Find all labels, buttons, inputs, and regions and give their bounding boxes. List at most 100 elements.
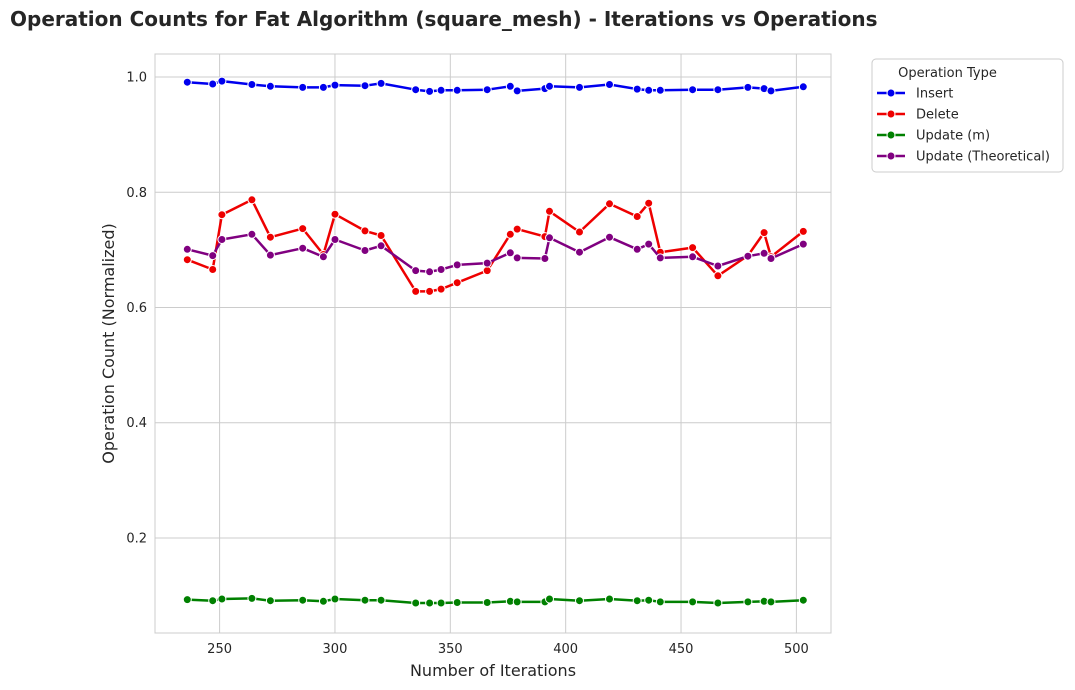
- series-layer: [182, 76, 808, 608]
- x-tick-label: 250: [207, 642, 232, 657]
- data-point: [376, 231, 386, 240]
- data-point: [318, 596, 328, 606]
- data-point: [644, 85, 654, 95]
- y-axis-label: Operation Count (Normalized): [99, 223, 118, 464]
- data-point: [360, 81, 370, 91]
- data-point: [798, 595, 808, 605]
- data-point: [644, 239, 654, 249]
- data-point: [545, 233, 554, 243]
- data-point: [766, 86, 776, 96]
- data-point: [217, 594, 227, 604]
- y-tick-label: 0.6: [126, 301, 147, 316]
- data-point: [376, 78, 386, 88]
- data-point: [743, 597, 753, 607]
- data-point: [644, 595, 654, 605]
- data-point: [436, 85, 446, 95]
- data-point: [759, 248, 769, 258]
- data-point: [743, 82, 753, 92]
- data-point: [743, 251, 753, 261]
- data-point: [575, 227, 584, 237]
- series-1: [182, 195, 808, 296]
- data-point: [632, 84, 642, 94]
- x-axis-ticks: 250 300 350 400 450 500: [207, 642, 809, 657]
- data-point: [330, 235, 340, 244]
- plot-frame: [154, 53, 832, 634]
- data-point: [512, 224, 522, 234]
- data-point: [655, 597, 665, 607]
- data-point: [217, 76, 227, 86]
- data-point: [512, 86, 522, 96]
- data-point: [425, 267, 435, 277]
- x-tick-label: 350: [438, 642, 463, 657]
- data-point: [452, 278, 462, 288]
- data-point: [713, 85, 723, 95]
- data-point: [425, 286, 435, 296]
- data-point: [182, 244, 192, 254]
- data-point: [411, 598, 421, 608]
- data-point: [688, 252, 698, 262]
- legend-label: Insert: [916, 87, 953, 102]
- data-point: [182, 255, 192, 265]
- data-point: [545, 594, 554, 604]
- data-point: [605, 594, 614, 604]
- data-point: [688, 243, 698, 253]
- data-point: [376, 241, 386, 251]
- legend-label: Delete: [916, 108, 959, 123]
- data-point: [182, 595, 192, 605]
- data-point: [759, 228, 769, 238]
- data-point: [512, 253, 522, 263]
- data-point: [512, 597, 522, 607]
- data-point: [411, 85, 421, 95]
- data-point: [217, 210, 227, 220]
- x-tick-label: 300: [323, 642, 348, 657]
- data-point: [208, 251, 218, 261]
- data-point: [265, 250, 275, 260]
- series-2: [182, 593, 808, 608]
- x-tick-label: 400: [553, 642, 578, 657]
- data-point: [298, 224, 308, 234]
- data-point: [436, 284, 446, 294]
- data-point: [713, 261, 723, 271]
- data-point: [688, 597, 698, 607]
- data-point: [540, 254, 550, 263]
- data-point: [247, 195, 257, 205]
- data-point: [330, 594, 340, 604]
- legend-label: Update (m): [916, 129, 990, 144]
- data-point: [545, 81, 554, 91]
- legend-label: Update (Theoretical): [916, 150, 1050, 165]
- data-point: [482, 266, 492, 276]
- data-point: [482, 85, 492, 95]
- legend-marker: [886, 109, 896, 119]
- data-point: [452, 598, 462, 607]
- y-tick-label: 0.8: [126, 186, 147, 201]
- data-point: [330, 209, 340, 219]
- data-point: [425, 86, 435, 96]
- data-point: [298, 595, 308, 605]
- data-point: [655, 85, 665, 95]
- legend: Operation Type Insert Delete Update (m) Upd…: [871, 58, 1064, 173]
- data-point: [505, 81, 515, 91]
- data-point: [575, 596, 584, 606]
- y-tick-label: 1.0: [126, 71, 147, 86]
- data-point: [655, 253, 665, 263]
- data-point: [575, 82, 584, 92]
- data-point: [452, 260, 462, 270]
- data-point: [798, 226, 808, 236]
- data-point: [298, 243, 308, 253]
- data-point: [318, 82, 328, 92]
- data-point: [766, 254, 776, 263]
- data-point: [632, 596, 642, 606]
- data-point: [766, 597, 776, 607]
- data-point: [605, 199, 614, 209]
- data-point: [644, 198, 654, 208]
- series-line: [186, 198, 805, 293]
- data-point: [798, 82, 808, 92]
- legend-item: Delete: [877, 108, 959, 123]
- data-point: [411, 286, 421, 296]
- data-point: [208, 79, 218, 89]
- y-tick-label: 0.4: [126, 416, 147, 431]
- y-axis-ticks: 0.2 0.4 0.6 0.8 1.0: [126, 71, 147, 547]
- data-point: [265, 81, 275, 91]
- data-point: [376, 595, 386, 605]
